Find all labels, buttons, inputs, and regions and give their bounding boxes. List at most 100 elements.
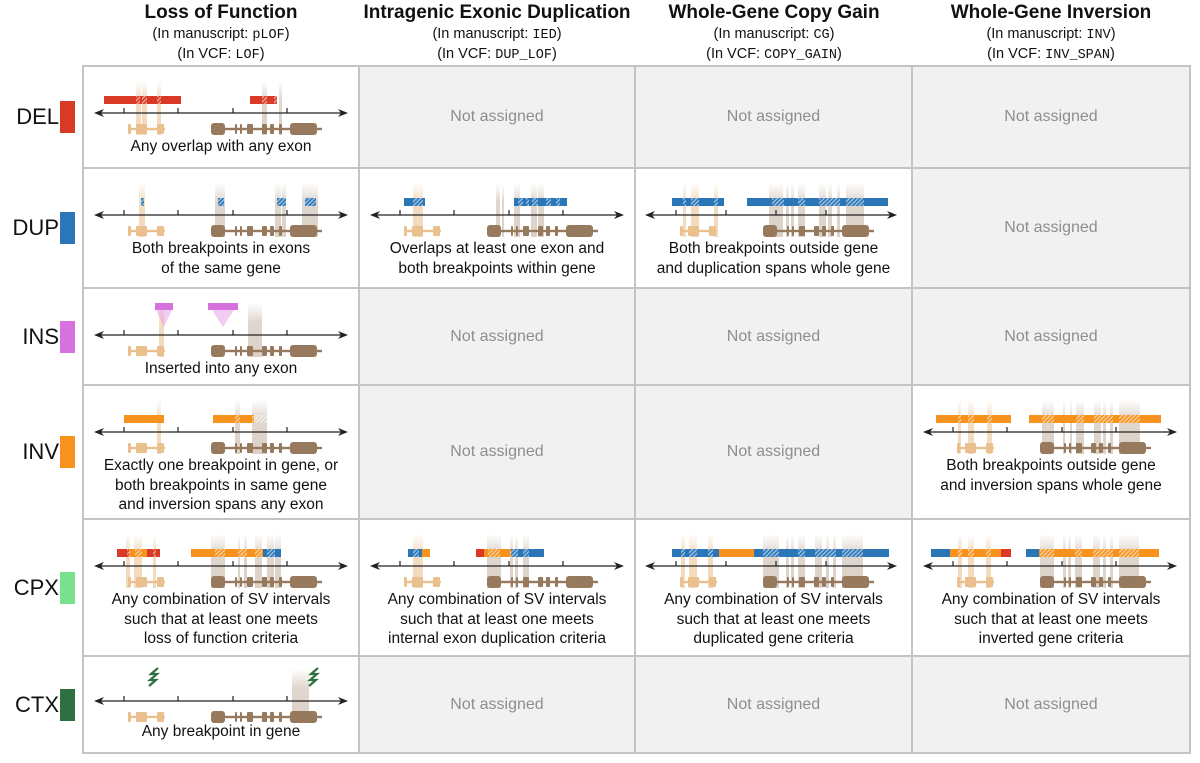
exon xyxy=(822,226,826,236)
sv-diagram xyxy=(923,534,1177,588)
hatched-overlap xyxy=(523,549,529,557)
overlap-shade xyxy=(267,534,274,588)
overlap-shade xyxy=(139,183,145,237)
vcf-code: LOF xyxy=(235,48,260,63)
vcf-prefix: (In VCF: xyxy=(437,46,496,62)
criteria-line: Any combination of SV intervals xyxy=(664,591,883,608)
criteria-line: and inversion spans any exon xyxy=(118,496,324,513)
cell-cpx-0: Any combination of SV intervals such that… xyxy=(84,520,358,655)
overlap-shade xyxy=(264,400,267,454)
vcf-code: INV_SPAN xyxy=(1045,48,1110,63)
hatched-overlap xyxy=(763,549,779,557)
exon xyxy=(270,346,274,356)
exon xyxy=(262,712,267,722)
not-assigned-label: Not assigned xyxy=(1004,327,1098,345)
overlap-shade xyxy=(157,81,161,135)
overlap-shade xyxy=(798,534,805,588)
exon xyxy=(799,226,805,236)
manuscript-code: INV xyxy=(1086,28,1111,43)
exon xyxy=(240,346,242,356)
criteria-line: Any overlap with any exon xyxy=(130,138,312,155)
sv-color-swatch xyxy=(60,688,75,721)
gene-model-light xyxy=(128,577,165,587)
vcf-prefix: (In VCF: xyxy=(177,46,236,62)
exon xyxy=(1108,577,1111,587)
not-assigned-label: Not assigned xyxy=(726,108,821,125)
hatched-overlap xyxy=(262,96,267,104)
hatched-overlap xyxy=(235,415,240,423)
criteria-line: Both breakpoints outside gene xyxy=(668,240,879,257)
overlap-shade xyxy=(515,534,518,588)
hatched-overlap xyxy=(556,198,560,206)
exon xyxy=(433,226,440,236)
exon xyxy=(957,577,960,587)
overlap-shade xyxy=(255,534,262,588)
hatched-overlap xyxy=(546,198,551,206)
axis-left-arrow xyxy=(94,697,104,705)
overlap-shade xyxy=(837,183,840,237)
cell-del-1: Not assigned xyxy=(360,67,634,167)
inversion-segment xyxy=(422,549,430,557)
exon xyxy=(157,712,164,722)
exon xyxy=(290,576,317,588)
exon xyxy=(814,226,819,236)
exon xyxy=(290,123,317,135)
genome-axis xyxy=(370,561,624,570)
criteria-line: and duplication spans whole gene xyxy=(656,259,891,277)
column-header: Intragenic Exonic Duplication (In manuscr… xyxy=(359,0,635,65)
overlap-shade xyxy=(681,534,685,588)
exon xyxy=(290,442,317,454)
manuscript-prefix: (In manuscript: xyxy=(986,26,1087,42)
criteria-description: Both breakpoints outside gene and duplica… xyxy=(636,239,911,278)
exon xyxy=(1076,577,1082,587)
criteria-line: Any combination of SV intervals xyxy=(387,591,607,608)
criteria-line: Overlaps at least one exon and xyxy=(389,240,605,257)
not-assigned-label: Not assigned xyxy=(450,443,544,460)
hatched-overlap xyxy=(218,198,224,206)
hatched-overlap xyxy=(798,198,805,206)
exon xyxy=(763,576,777,588)
exon xyxy=(516,226,518,236)
genome-axis xyxy=(923,561,1177,570)
overlap-shade xyxy=(689,534,697,588)
exon xyxy=(247,443,253,453)
gene-model-dark xyxy=(1040,576,1151,588)
exon xyxy=(1099,577,1103,587)
exon xyxy=(211,225,225,237)
hatched-overlap xyxy=(1040,549,1054,557)
exon xyxy=(279,577,282,587)
exon xyxy=(555,226,558,236)
exon xyxy=(270,577,274,587)
cell-dup-1: Overlaps at least one exon and both break… xyxy=(360,169,634,287)
sv-diagram xyxy=(370,183,624,237)
overlap-shade xyxy=(215,183,225,237)
hatched-overlap xyxy=(819,198,840,206)
overlap-shade xyxy=(136,81,141,135)
translocation-breakpoint-icon xyxy=(307,667,320,687)
sv-diagram xyxy=(94,667,348,723)
hatched-overlap xyxy=(157,96,161,104)
not-assigned-label: Not assigned xyxy=(1004,108,1098,125)
axis-right-arrow xyxy=(614,211,624,219)
genome-axis xyxy=(94,210,348,219)
sv-type-name: INS xyxy=(22,323,59,349)
sv-color-swatch xyxy=(60,571,75,604)
exon xyxy=(511,577,513,587)
gene-model-dark xyxy=(211,711,322,723)
manuscript-code-line: (In manuscript: INV) xyxy=(913,25,1189,45)
hatched-overlap xyxy=(264,415,267,423)
exon xyxy=(487,576,501,588)
exon xyxy=(211,711,225,723)
overlap-shade xyxy=(1070,400,1072,454)
column-header: Whole-Gene Copy Gain (In manuscript: CG)(… xyxy=(636,0,912,65)
manuscript-code-line: (In manuscript: CG) xyxy=(636,25,912,45)
sv-color-swatch xyxy=(60,212,75,244)
axis-right-arrow xyxy=(1167,428,1177,436)
exon xyxy=(235,443,237,453)
vcf-code-line: (In VCF: DUP_LOF) xyxy=(359,45,635,65)
criteria-description: Any combination of SV intervals such that… xyxy=(913,590,1189,649)
row-label-ins: INS xyxy=(0,317,80,357)
axis-left-arrow xyxy=(94,211,104,219)
overlap-shade xyxy=(1119,400,1140,454)
hatched-overlap xyxy=(842,549,863,557)
